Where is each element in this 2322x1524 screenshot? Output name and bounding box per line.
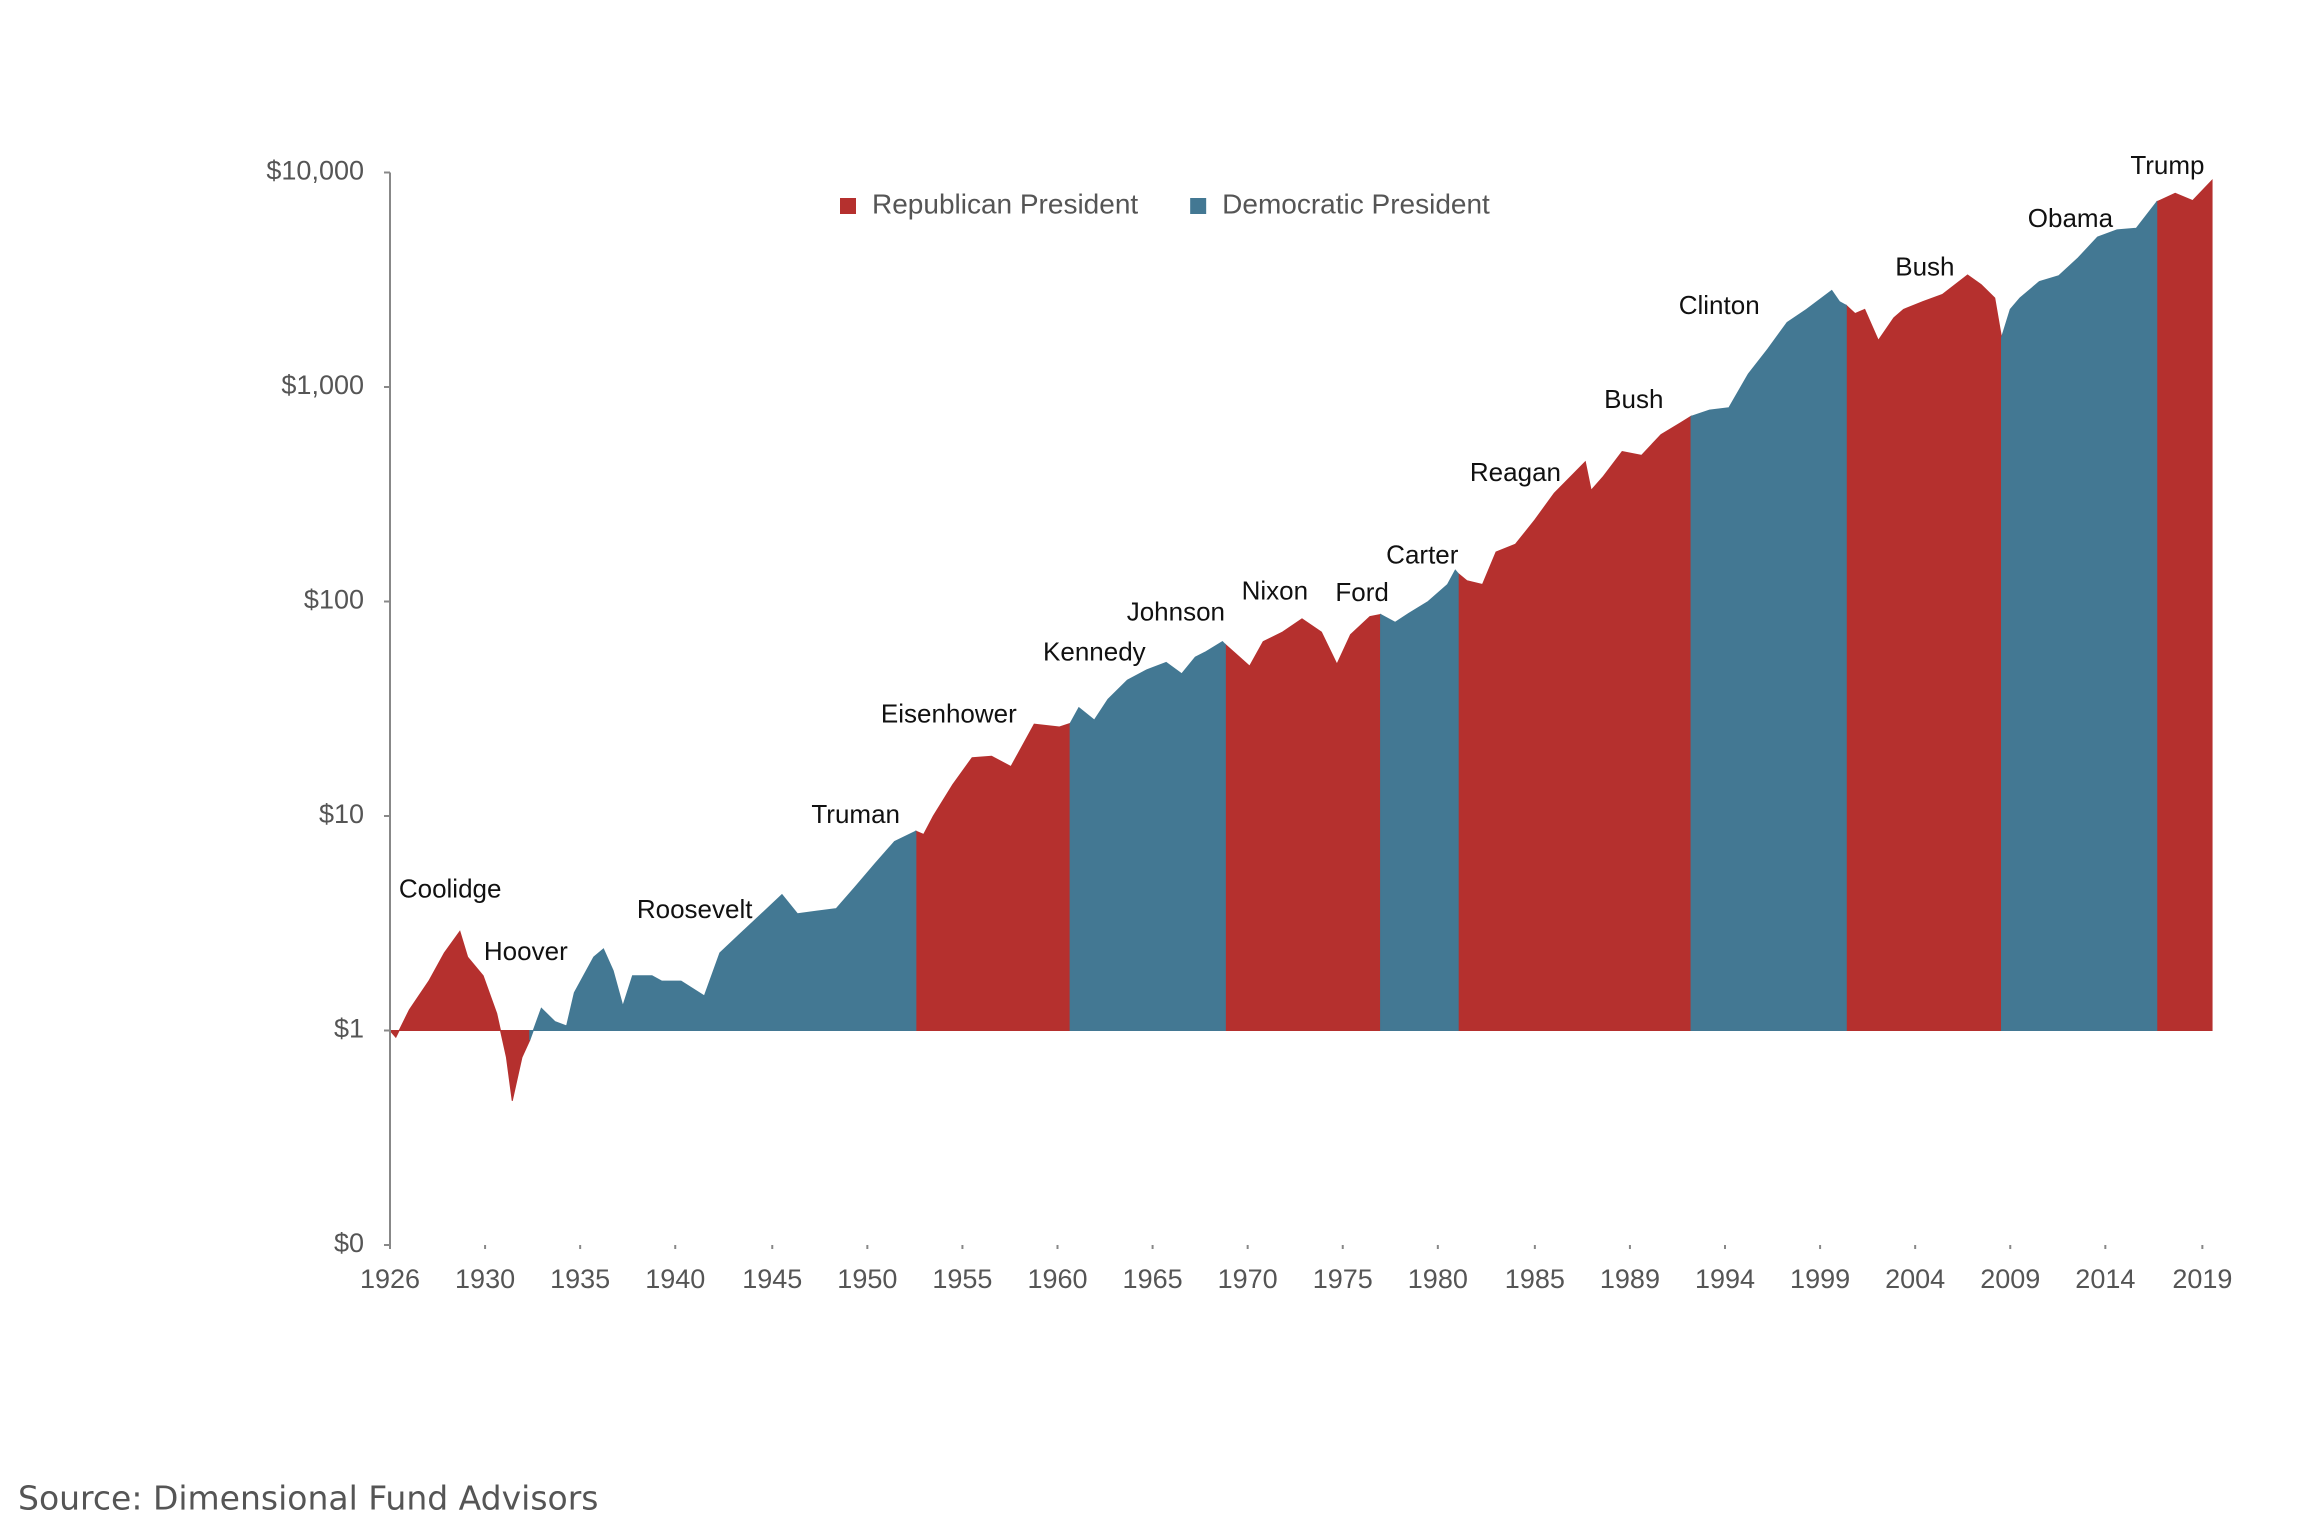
legend-swatch	[1190, 198, 1207, 214]
president-label: Roosevelt	[637, 894, 753, 924]
x-tick-label: 1955	[932, 1264, 992, 1294]
president-label: Coolidge	[399, 873, 502, 903]
president-label: Bush	[1895, 251, 1954, 281]
president-label: Hoover	[484, 936, 568, 966]
x-tick-label: 1935	[550, 1264, 610, 1294]
area	[388, 179, 2213, 1101]
y-tick-label: $0	[334, 1228, 364, 1258]
source: Source: Dimensional Fund Advisors	[18, 1479, 598, 1518]
x-tick-label: 1970	[1218, 1264, 1278, 1294]
president-label: Truman	[811, 799, 900, 829]
x-tick-label: 2004	[1885, 1264, 1945, 1294]
x-tick-label: 1945	[742, 1264, 802, 1294]
legend-label: Democratic President	[1222, 188, 1490, 219]
president-label: Ford	[1335, 577, 1388, 607]
y-tick-label: $10	[319, 799, 364, 829]
area	[529, 200, 2158, 1041]
y-tick-label: $1,000	[281, 370, 364, 400]
president-label: Clinton	[1679, 290, 1760, 320]
x-tick-label: 1989	[1600, 1264, 1660, 1294]
x-tick-label: 2014	[2075, 1264, 2135, 1294]
president-label: Bush	[1604, 384, 1663, 414]
x-tick-label: 2019	[2172, 1264, 2232, 1294]
president-label: Kennedy	[1043, 637, 1146, 667]
x-tick-label: 1975	[1313, 1264, 1373, 1294]
president-label: Reagan	[1470, 457, 1561, 487]
x-tick-label: 1985	[1505, 1264, 1565, 1294]
x-tick-label: 1965	[1123, 1264, 1183, 1294]
x-tick-label: 1926	[360, 1264, 420, 1294]
x-tick-label: 1930	[455, 1264, 515, 1294]
president-label: Carter	[1386, 539, 1459, 569]
legend-label: Republican President	[872, 188, 1138, 219]
x-tick-label: 1940	[645, 1264, 705, 1294]
x-tick-label: 1994	[1695, 1264, 1755, 1294]
legend-swatch	[840, 198, 856, 214]
president-label: Johnson	[1127, 596, 1225, 626]
y-tick-label: $1	[334, 1014, 364, 1044]
y-tick-label: $10,000	[266, 156, 364, 186]
x-tick-label: 2009	[1980, 1264, 2040, 1294]
president-label: Trump	[2130, 150, 2204, 180]
x-tick-label: 1950	[837, 1264, 897, 1294]
president-label: Obama	[2028, 203, 2114, 233]
y-tick-label: $100	[304, 585, 364, 615]
x-tick-label: 1980	[1408, 1264, 1468, 1294]
president-label: Eisenhower	[881, 698, 1017, 728]
president-label: Nixon	[1242, 575, 1308, 605]
x-tick-label: 1960	[1027, 1264, 1087, 1294]
x-tick-label: 1999	[1790, 1264, 1850, 1294]
